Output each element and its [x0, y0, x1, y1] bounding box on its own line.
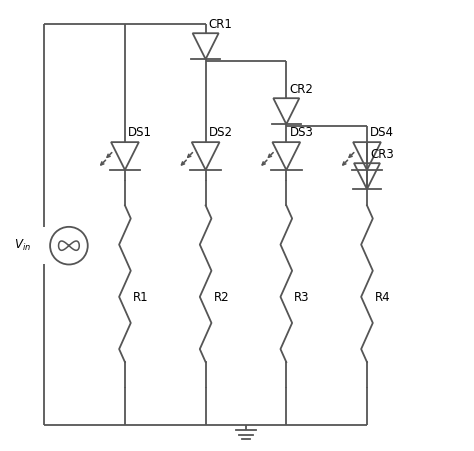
Text: R1: R1 [133, 291, 149, 304]
Text: CR3: CR3 [370, 148, 394, 161]
Text: DS3: DS3 [290, 126, 313, 139]
Text: R3: R3 [294, 291, 310, 304]
Text: R2: R2 [214, 291, 229, 304]
Text: $V_{in}$: $V_{in}$ [14, 238, 31, 253]
Text: DS4: DS4 [370, 126, 394, 139]
Text: DS1: DS1 [128, 126, 152, 139]
Text: DS2: DS2 [209, 126, 233, 139]
Text: R4: R4 [375, 291, 391, 304]
Text: CR1: CR1 [209, 18, 233, 31]
Text: CR2: CR2 [290, 83, 313, 96]
